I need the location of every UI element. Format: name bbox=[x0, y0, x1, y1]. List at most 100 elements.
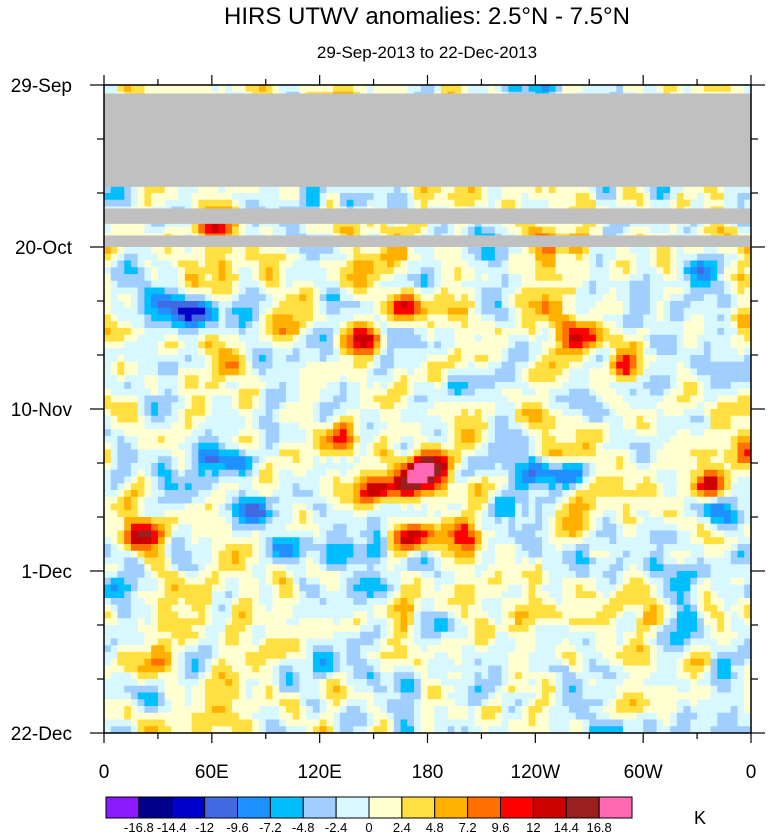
heatmap-cell bbox=[205, 287, 213, 295]
heatmap-cell bbox=[427, 341, 435, 349]
heatmap-cell bbox=[427, 361, 435, 370]
heatmap-cell bbox=[110, 267, 119, 275]
heatmap-cell bbox=[697, 193, 705, 201]
heatmap-cell bbox=[555, 361, 563, 370]
heatmap-cell bbox=[252, 321, 260, 329]
heatmap-cell bbox=[333, 193, 341, 201]
heatmap-cell bbox=[353, 375, 361, 383]
heatmap-cell bbox=[124, 274, 132, 282]
heatmap-cell bbox=[124, 193, 132, 201]
heatmap-cell bbox=[319, 361, 328, 370]
heatmap-cell bbox=[562, 301, 570, 309]
heatmap-cell bbox=[104, 388, 112, 397]
heatmap-cell bbox=[299, 429, 307, 437]
heatmap-cell bbox=[130, 368, 139, 376]
heatmap-cell bbox=[521, 287, 530, 295]
heatmap-cell bbox=[360, 395, 368, 403]
heatmap-cell bbox=[407, 314, 415, 322]
heatmap-cell bbox=[205, 328, 213, 336]
heatmap-cell bbox=[434, 348, 442, 356]
heatmap-cell bbox=[744, 274, 751, 282]
heatmap-cell bbox=[225, 199, 233, 208]
heatmap-cell bbox=[178, 388, 186, 397]
heatmap-cell bbox=[285, 267, 294, 275]
heatmap-cell bbox=[629, 274, 638, 282]
heatmap-cell bbox=[643, 247, 651, 255]
heatmap-cell bbox=[508, 368, 516, 376]
heatmap-cell bbox=[461, 348, 469, 356]
heatmap-cell bbox=[730, 253, 739, 262]
heatmap-cell bbox=[211, 334, 220, 343]
heatmap-cell bbox=[427, 85, 435, 93]
heatmap-cell bbox=[683, 314, 691, 322]
heatmap-cell bbox=[609, 334, 617, 343]
heatmap-cell bbox=[447, 280, 456, 289]
heatmap-cell bbox=[232, 260, 240, 268]
heatmap-cell bbox=[434, 334, 442, 343]
heatmap-cell bbox=[292, 429, 301, 437]
heatmap-cell bbox=[130, 415, 139, 424]
heatmap-cell bbox=[393, 388, 402, 397]
heatmap-cell bbox=[414, 334, 422, 343]
heatmap-cell bbox=[724, 402, 732, 410]
heatmap-cell bbox=[683, 388, 691, 397]
heatmap-cell bbox=[353, 328, 361, 336]
heatmap-cell bbox=[312, 274, 321, 282]
heatmap-cell bbox=[622, 314, 631, 322]
heatmap-cell bbox=[259, 260, 267, 268]
heatmap-cell bbox=[690, 260, 698, 268]
heatmap-cell bbox=[440, 85, 449, 93]
heatmap-cell bbox=[569, 409, 577, 417]
heatmap-cell bbox=[575, 226, 584, 235]
heatmap-cell bbox=[589, 341, 597, 349]
heatmap-cell bbox=[703, 193, 712, 201]
heatmap-cell bbox=[211, 226, 220, 235]
heatmap-cell bbox=[353, 193, 361, 201]
heatmap-cell bbox=[346, 274, 354, 282]
heatmap-cell bbox=[366, 429, 375, 437]
heatmap-cell bbox=[569, 253, 577, 262]
heatmap-cell bbox=[494, 341, 503, 349]
heatmap-cell bbox=[400, 186, 408, 194]
heatmap-cell bbox=[360, 409, 368, 417]
heatmap-cell bbox=[744, 348, 751, 356]
heatmap-cell bbox=[629, 294, 638, 302]
heatmap-cell bbox=[178, 415, 186, 424]
heatmap-cell bbox=[629, 361, 638, 370]
heatmap-cell bbox=[440, 429, 449, 437]
heatmap-cell bbox=[636, 368, 644, 376]
heatmap-cell bbox=[542, 415, 550, 424]
heatmap-cell bbox=[198, 368, 206, 376]
heatmap-cell bbox=[488, 402, 496, 410]
heatmap-cell bbox=[400, 287, 408, 295]
heatmap-cell bbox=[703, 402, 712, 410]
heatmap-cell bbox=[333, 422, 341, 430]
heatmap-cell bbox=[562, 274, 570, 282]
heatmap-cell bbox=[407, 280, 415, 289]
heatmap-cell bbox=[184, 355, 193, 363]
heatmap-cell bbox=[575, 294, 584, 302]
heatmap-cell bbox=[481, 341, 489, 349]
heatmap-cell bbox=[454, 247, 462, 255]
heatmap-cell bbox=[130, 226, 139, 235]
heatmap-cell bbox=[488, 361, 496, 370]
heatmap-cell bbox=[434, 267, 442, 275]
heatmap-cell bbox=[306, 388, 314, 397]
heatmap-cell bbox=[575, 355, 584, 363]
heatmap-cell bbox=[211, 85, 220, 93]
heatmap-cell bbox=[575, 388, 584, 397]
heatmap-cell bbox=[656, 193, 664, 201]
heatmap-cell bbox=[151, 186, 159, 194]
heatmap-cell bbox=[110, 328, 119, 336]
heatmap-cell bbox=[555, 422, 563, 430]
heatmap-cell bbox=[737, 193, 745, 201]
heatmap-cell bbox=[508, 85, 516, 93]
heatmap-cell bbox=[609, 348, 617, 356]
heatmap-cell bbox=[400, 226, 408, 235]
heatmap-cell bbox=[117, 348, 125, 356]
heatmap-cell bbox=[144, 361, 152, 370]
heatmap-cell bbox=[724, 395, 732, 403]
heatmap-cell bbox=[670, 388, 678, 397]
heatmap-cell bbox=[649, 314, 658, 322]
heatmap-cell bbox=[643, 253, 651, 262]
